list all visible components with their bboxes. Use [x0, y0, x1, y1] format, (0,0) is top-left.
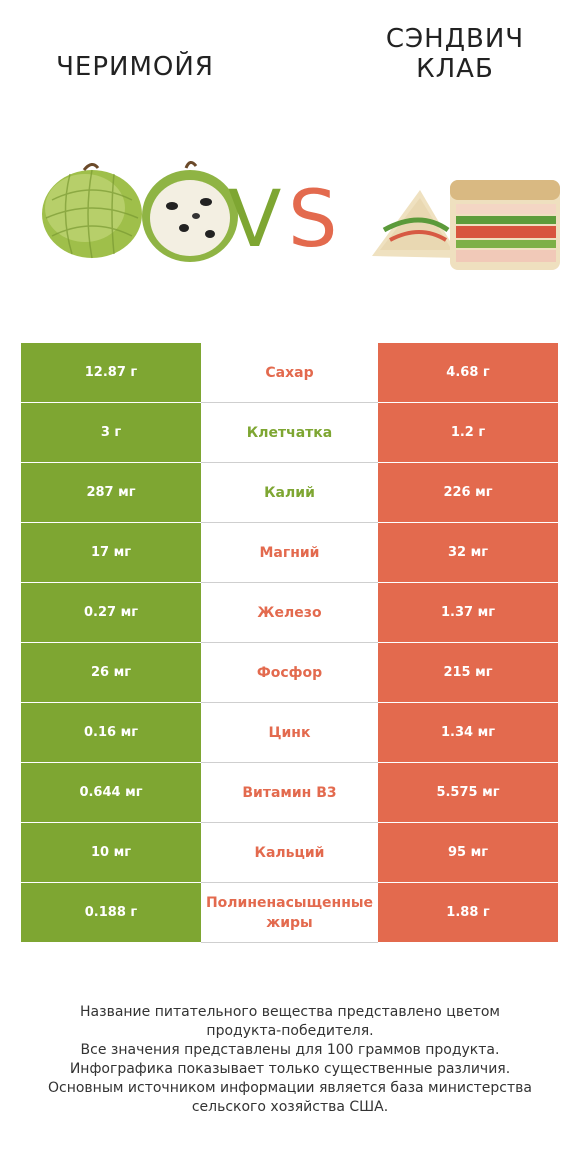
nutrient-name-cell: Клетчатка: [201, 403, 378, 463]
right-value-cell: 32 мг: [378, 523, 558, 583]
cherimoya-whole-image: [42, 163, 142, 259]
right-value-cell: 226 мг: [378, 463, 558, 523]
nutrient-name-cell: Железо: [201, 583, 378, 643]
left-value-cell: 287 мг: [21, 463, 201, 523]
right-value-cell: 215 мг: [378, 643, 558, 703]
table-row: 0.644 мг Витамин B3 5.575 мг: [21, 763, 558, 823]
right-value-cell: 1.2 г: [378, 403, 558, 463]
table-row: 287 мг Калий 226 мг: [21, 463, 558, 523]
nutrient-name-cell: Цинк: [201, 703, 378, 763]
left-value-cell: 0.27 мг: [21, 583, 201, 643]
table-row: 17 мг Магний 32 мг: [21, 523, 558, 583]
table-row: 0.16 мг Цинк 1.34 мг: [21, 703, 558, 763]
footer-line-4: Инфографика показывает только существенн…: [69, 1061, 511, 1077]
table-row: 12.87 г Сахар 4.68 г: [21, 343, 558, 403]
hero-images: V S: [42, 161, 560, 270]
left-product-title: ЧЕРИМОЙЯ: [56, 52, 214, 82]
table-row: 0.188 г Полиненасыщенные жиры 1.88 г: [21, 883, 558, 943]
nutrient-name-cell: Калий: [201, 463, 378, 523]
left-value-cell: 0.188 г: [21, 883, 201, 943]
left-value-cell: 17 мг: [21, 523, 201, 583]
footer-line-2: продукта-победителя.: [206, 1023, 374, 1039]
table-row: 26 мг Фосфор 215 мг: [21, 643, 558, 703]
club-sandwich-image: [372, 180, 560, 270]
left-value-cell: 10 мг: [21, 823, 201, 883]
right-title-line1: СЭНДВИЧ: [385, 24, 525, 54]
footer-line-1: Название питательного вещества представл…: [80, 1004, 500, 1020]
cherimoya-cut-image: [142, 161, 238, 262]
footer-notes: Название питательного вещества представл…: [30, 1003, 550, 1117]
nutrient-name-cell: Фосфор: [201, 643, 378, 703]
footer-line-3: Все значения представлены для 100 граммо…: [80, 1042, 500, 1058]
left-value-cell: 0.644 мг: [21, 763, 201, 823]
right-product-title: СЭНДВИЧ КЛАБ: [360, 24, 550, 84]
nutrient-name-cell: Кальций: [201, 823, 378, 883]
nutrient-name-cell: Магний: [201, 523, 378, 583]
table-row: 3 г Клетчатка 1.2 г: [21, 403, 558, 463]
table-row: 10 мг Кальций 95 мг: [21, 823, 558, 883]
nutrient-name-cell: Сахар: [201, 343, 378, 403]
right-value-cell: 5.575 мг: [378, 763, 558, 823]
right-value-cell: 95 мг: [378, 823, 558, 883]
right-value-cell: 1.37 мг: [378, 583, 558, 643]
vs-letter-v: V: [228, 175, 281, 265]
vs-letter-s: S: [288, 175, 338, 265]
table-row: 0.27 мг Железо 1.37 мг: [21, 583, 558, 643]
footer-line-6: сельского хозяйства США.: [191, 1099, 389, 1115]
left-value-cell: 3 г: [21, 403, 201, 463]
right-title-line2: КЛАБ: [416, 54, 494, 84]
left-value-cell: 26 мг: [21, 643, 201, 703]
right-value-cell: 4.68 г: [378, 343, 558, 403]
nutrient-name-cell: Витамин B3: [201, 763, 378, 823]
footer-line-5: Основным источником информации является …: [48, 1080, 532, 1096]
left-value-cell: 0.16 мг: [21, 703, 201, 763]
right-value-cell: 1.34 мг: [378, 703, 558, 763]
right-value-cell: 1.88 г: [378, 883, 558, 943]
left-value-cell: 12.87 г: [21, 343, 201, 403]
nutrient-name-cell: Полиненасыщенные жиры: [201, 883, 378, 943]
